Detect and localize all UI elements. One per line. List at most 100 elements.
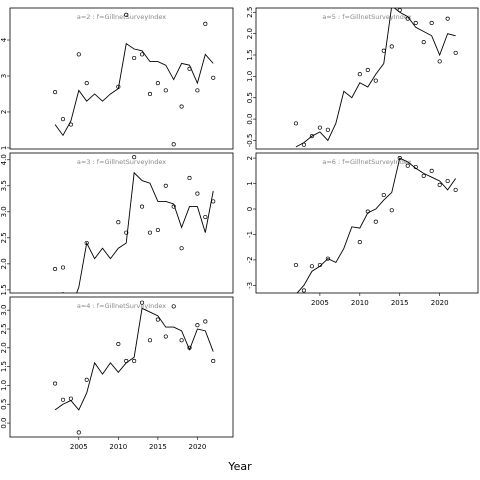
data-point: [155, 81, 160, 86]
data-point: [53, 381, 58, 386]
data-point: [421, 40, 426, 45]
fitted-line: [61, 171, 214, 293]
y-tick-label: 2.5: [0, 323, 8, 334]
y-tick-label: 4.0: [0, 154, 8, 165]
y-tick-label: 3: [0, 74, 8, 78]
data-point: [381, 192, 386, 198]
y-tick-label: 3.0: [0, 206, 8, 217]
data-point: [203, 319, 208, 324]
y-tick-label: 0.0: [0, 418, 8, 429]
y-tick-label: -2: [246, 256, 254, 263]
plot-frame: [255, 7, 479, 150]
y-tick-label: 1.5: [0, 361, 8, 372]
fitted-line: [54, 42, 214, 137]
data-point: [53, 267, 58, 272]
data-point: [389, 208, 394, 213]
y-tick-label: 1.5: [246, 49, 254, 60]
data-point: [301, 288, 306, 293]
data-point: [76, 430, 81, 435]
data-point: [389, 44, 394, 49]
data-point: [76, 52, 81, 57]
x-tick-label: 2010: [351, 299, 369, 307]
y-tick-label: 2.0: [246, 28, 254, 39]
data-point: [60, 397, 66, 402]
data-point: [453, 50, 458, 55]
data-point: [453, 187, 458, 192]
data-point: [309, 264, 314, 269]
data-point: [140, 52, 145, 57]
data-point: [195, 88, 200, 93]
data-point: [116, 341, 121, 347]
y-tick-label: 1.5: [0, 284, 8, 295]
data-point: [421, 173, 426, 178]
y-tick-label: 1: [246, 181, 254, 185]
data-point: [116, 220, 121, 225]
data-point: [413, 20, 418, 26]
plot-area: [293, 156, 458, 293]
data-point: [211, 75, 216, 80]
data-point: [140, 204, 145, 209]
data-point: [179, 338, 184, 343]
y-tick-label: 4: [0, 37, 8, 42]
data-point: [132, 358, 137, 364]
data-point: [195, 323, 200, 328]
data-point: [60, 117, 66, 122]
fitted-line: [296, 157, 457, 293]
x-tick-label: 2015: [391, 299, 409, 307]
data-point: [132, 55, 137, 61]
data-point: [357, 72, 362, 77]
data-point: [211, 358, 216, 364]
data-point: [211, 199, 216, 204]
y-tick-label: 2.5: [246, 7, 254, 18]
x-tick-label: 2020: [189, 443, 207, 451]
data-point: [147, 230, 153, 235]
data-point: [373, 219, 378, 224]
y-tick-label: 2.0: [0, 342, 8, 353]
x-axis-label: Year: [227, 460, 252, 473]
y-tick-label: 0.0: [246, 114, 254, 125]
data-point: [163, 334, 168, 339]
data-point: [317, 125, 322, 130]
data-point: [53, 90, 58, 95]
panel-title: a=5 : f=GillnetSurveyIndex: [322, 13, 411, 21]
data-point: [429, 20, 434, 26]
y-tick-label: 2: [0, 110, 8, 114]
data-point: [325, 256, 330, 261]
data-point: [155, 317, 160, 322]
y-tick-label: -1: [246, 231, 254, 238]
data-point: [187, 175, 192, 181]
y-tick-label: 0.5: [246, 92, 254, 103]
data-point: [365, 67, 370, 73]
y-tick-label: 3.0: [0, 305, 8, 316]
y-tick-label: 1: [0, 146, 8, 150]
data-point: [445, 178, 450, 184]
y-tick-label: -0.5: [246, 134, 254, 148]
data-point: [140, 300, 145, 305]
plot-frame: [9, 7, 234, 150]
plot-area: [293, 8, 458, 148]
y-tick-label: 2.0: [0, 258, 8, 269]
x-tick-label: 2005: [311, 299, 329, 307]
data-point: [147, 91, 153, 97]
fitted-line: [54, 307, 214, 411]
plot-frame: [9, 152, 234, 294]
y-tick-label: 1.0: [246, 71, 254, 82]
x-tick-label: 2020: [431, 299, 449, 307]
y-tick-label: 0.5: [0, 399, 8, 410]
data-point: [163, 88, 168, 93]
data-point: [429, 168, 434, 173]
y-tick-label: 1.0: [0, 380, 8, 391]
data-point: [155, 227, 160, 233]
data-point: [437, 59, 442, 64]
data-point: [203, 214, 208, 220]
panel-title: a=6 : f=GillnetSurveyIndex: [322, 158, 411, 166]
data-point: [293, 262, 298, 268]
x-tick-label: 2010: [109, 443, 127, 451]
y-tick-label: 2.5: [0, 232, 8, 243]
fitted-line: [295, 8, 456, 148]
data-point: [124, 12, 129, 17]
plot-area: [53, 12, 216, 147]
data-point: [132, 155, 137, 160]
x-tick-label: 2005: [70, 443, 88, 451]
data-point: [84, 377, 89, 382]
